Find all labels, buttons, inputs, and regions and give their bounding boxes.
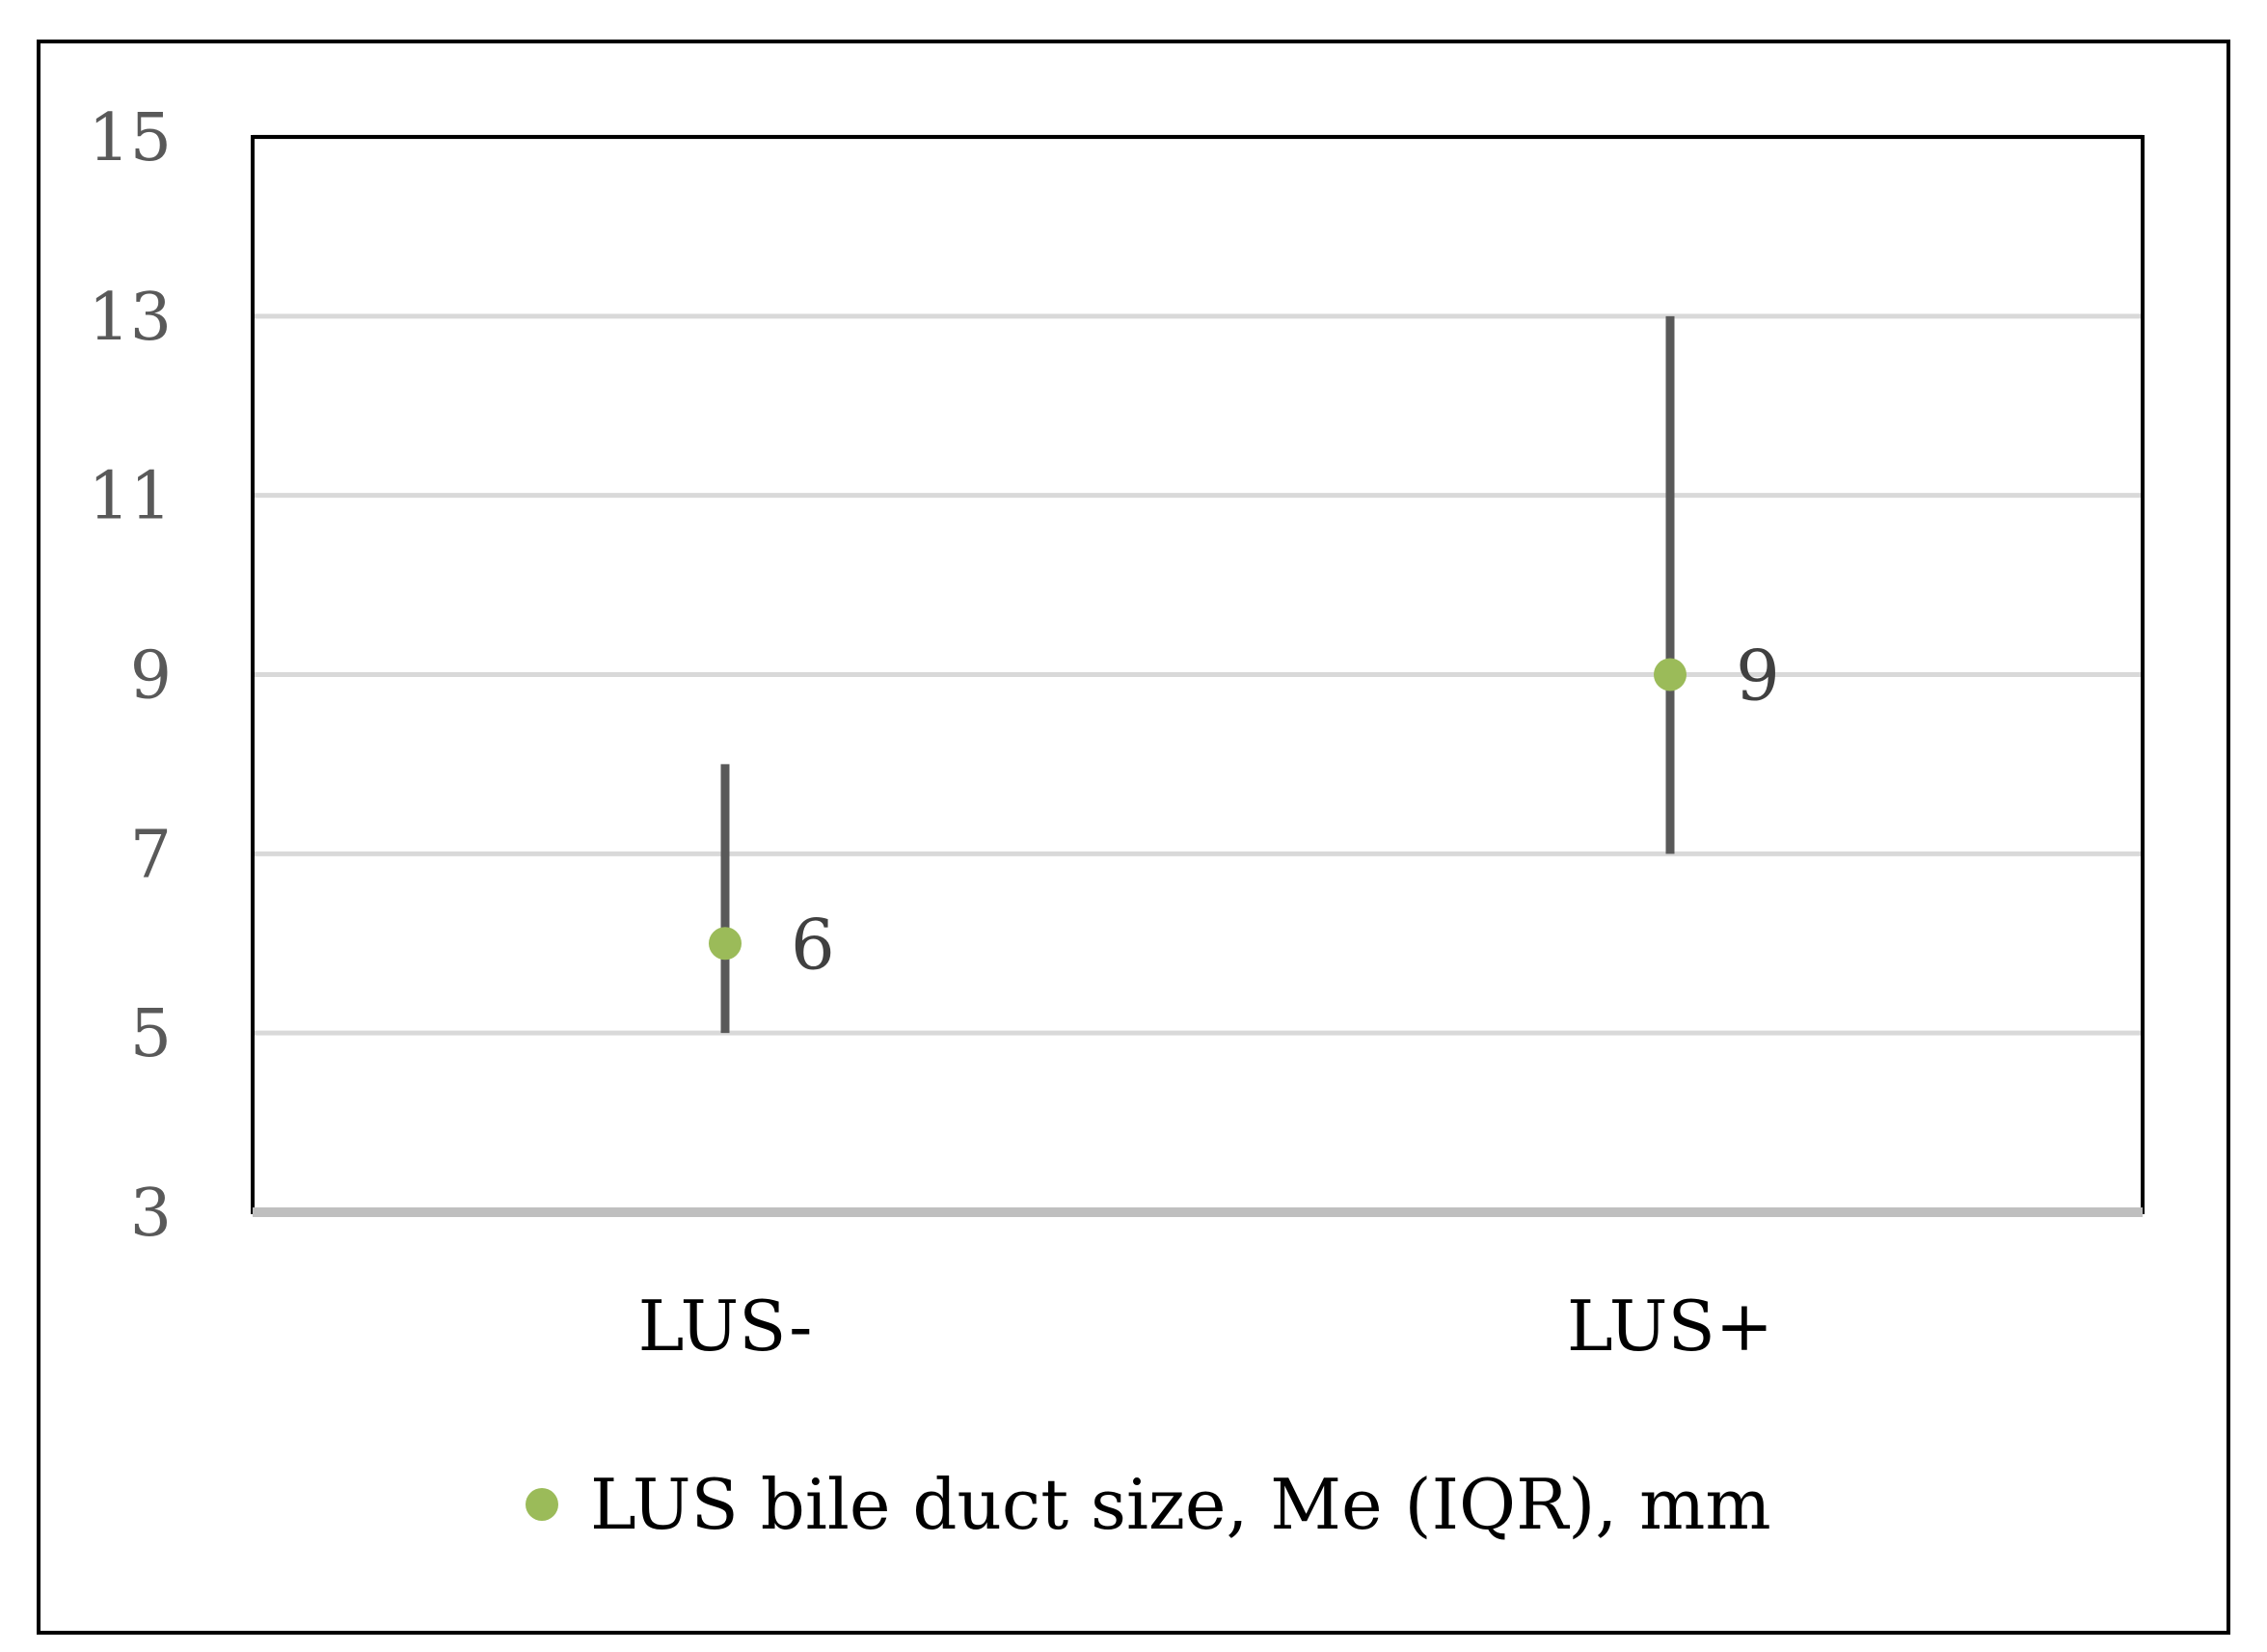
y-tick-label: 7 <box>130 817 172 893</box>
y-tick-label: 15 <box>88 100 172 176</box>
y-axis: 3 5 7 9 11 13 15 <box>88 100 172 1252</box>
plot-area <box>251 135 2145 1217</box>
data-label: 9 <box>1736 636 1780 717</box>
legend-marker <box>526 1488 558 1521</box>
data-point <box>709 927 742 961</box>
legend: LUS bile duct size, Me (IQR), mm <box>526 1464 1771 1545</box>
y-tick-label: 9 <box>130 638 172 715</box>
data-label: 6 <box>791 904 835 985</box>
y-tick-label: 5 <box>130 996 172 1072</box>
legend-label: LUS bile duct size, Me (IQR), mm <box>590 1464 1771 1545</box>
data-point <box>1654 658 1687 691</box>
y-tick-label: 13 <box>88 280 172 356</box>
y-tick-label: 3 <box>130 1176 172 1252</box>
x-axis: LUS- LUS+ <box>638 1286 1774 1367</box>
x-tick-label: LUS+ <box>1567 1286 1773 1367</box>
series-group: 69 <box>709 315 1780 1034</box>
outer-frame <box>37 40 2230 1635</box>
y-tick-label: 11 <box>88 459 172 535</box>
x-tick-label: LUS- <box>638 1286 813 1367</box>
